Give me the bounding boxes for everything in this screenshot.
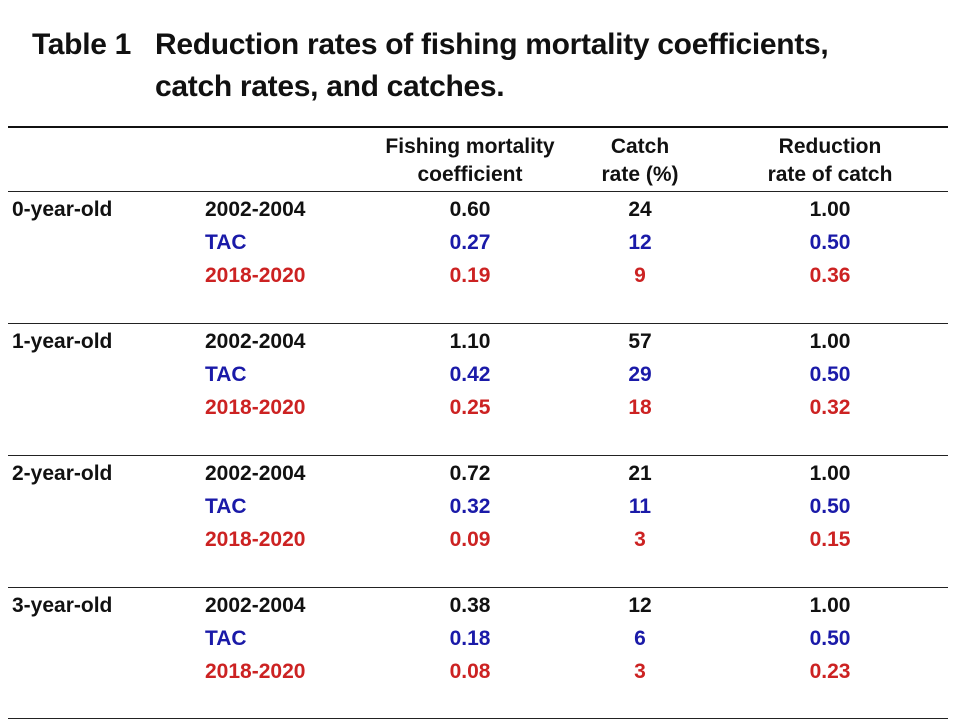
baseline-period-cell: 2002-2004 <box>205 330 306 353</box>
recent-period-cell: 2018-2020 <box>205 528 306 551</box>
group-divider <box>8 718 948 719</box>
tac-reduction-cell: 0.50 <box>809 495 851 518</box>
tac-f-cell: 0.42 <box>449 363 491 386</box>
recent-f-cell: 0.19 <box>449 264 491 287</box>
tac-reduction-cell: 0.50 <box>809 231 851 254</box>
header-line: coefficient <box>417 163 523 186</box>
baseline-f-cell: 0.38 <box>449 594 491 617</box>
tac-f-cell: 0.32 <box>449 495 491 518</box>
tac-period-cell: TAC <box>205 495 247 518</box>
recent-reduction-cell: 0.15 <box>809 528 851 551</box>
baseline-period-cell: 2002-2004 <box>205 198 306 221</box>
recent-catch-rate-cell: 3 <box>634 528 646 551</box>
baseline-reduction-cell: 1.00 <box>809 198 851 221</box>
baseline-reduction-cell: 1.00 <box>809 594 851 617</box>
baseline-period-cell: 2002-2004 <box>205 594 306 617</box>
header-line: rate (%) <box>601 163 679 186</box>
baseline-catch-rate-cell: 57 <box>628 330 652 353</box>
tac-reduction-cell: 0.50 <box>809 627 851 650</box>
age-label: 3-year-old <box>12 594 113 617</box>
tac-period-cell: TAC <box>205 363 247 386</box>
header-catch-rate: Catch rate (%) <box>585 133 695 189</box>
tac-catch-rate-cell: 6 <box>634 627 646 650</box>
header-line: Reduction <box>778 135 882 158</box>
recent-catch-rate-cell: 3 <box>634 660 646 683</box>
group-divider <box>8 587 948 588</box>
tac-period-cell: TAC <box>205 231 247 254</box>
tac-f-cell: 0.27 <box>449 231 491 254</box>
tac-catch-rate-cell: 11 <box>628 495 652 518</box>
baseline-reduction-cell: 1.00 <box>809 330 851 353</box>
age-label: 1-year-old <box>12 330 113 353</box>
header-fishing-mortality: Fishing mortality coefficient <box>355 133 585 189</box>
table-number: Table 1 <box>32 28 132 61</box>
tac-period-cell: TAC <box>205 627 247 650</box>
recent-reduction-cell: 0.23 <box>809 660 851 683</box>
recent-period-cell: 2018-2020 <box>205 396 306 419</box>
recent-period-cell: 2018-2020 <box>205 264 306 287</box>
baseline-f-cell: 0.72 <box>449 462 491 485</box>
recent-f-cell: 0.08 <box>449 660 491 683</box>
recent-period-cell: 2018-2020 <box>205 660 306 683</box>
baseline-catch-rate-cell: 21 <box>628 462 652 485</box>
recent-f-cell: 0.09 <box>449 528 491 551</box>
group-divider <box>8 455 948 456</box>
age-label: 2-year-old <box>12 462 113 485</box>
baseline-period-cell: 2002-2004 <box>205 462 306 485</box>
title-line-2: catch rates, and catches. <box>155 70 505 103</box>
recent-f-cell: 0.25 <box>449 396 491 419</box>
title-line-1: Reduction rates of fishing mortality coe… <box>155 28 829 61</box>
baseline-f-cell: 0.60 <box>449 198 491 221</box>
group-divider <box>8 323 948 324</box>
tac-catch-rate-cell: 12 <box>628 231 652 254</box>
header-line: rate of catch <box>767 163 893 186</box>
recent-catch-rate-cell: 9 <box>634 264 646 287</box>
tac-f-cell: 0.18 <box>449 627 491 650</box>
baseline-reduction-cell: 1.00 <box>809 462 851 485</box>
baseline-catch-rate-cell: 12 <box>628 594 652 617</box>
baseline-f-cell: 1.10 <box>449 330 491 353</box>
group-divider <box>8 191 948 192</box>
recent-reduction-cell: 0.36 <box>809 264 851 287</box>
header-line: Catch <box>610 135 670 158</box>
top-rule <box>8 126 948 128</box>
tac-catch-rate-cell: 29 <box>628 363 652 386</box>
header-line: Fishing mortality <box>385 135 555 158</box>
tac-reduction-cell: 0.50 <box>809 363 851 386</box>
header-reduction-rate: Reduction rate of catch <box>730 133 930 189</box>
recent-catch-rate-cell: 18 <box>628 396 652 419</box>
baseline-catch-rate-cell: 24 <box>628 198 652 221</box>
recent-reduction-cell: 0.32 <box>809 396 851 419</box>
table-title: Table 1 Reduction rates of fishing mortal… <box>32 24 829 108</box>
age-label: 0-year-old <box>12 198 113 221</box>
